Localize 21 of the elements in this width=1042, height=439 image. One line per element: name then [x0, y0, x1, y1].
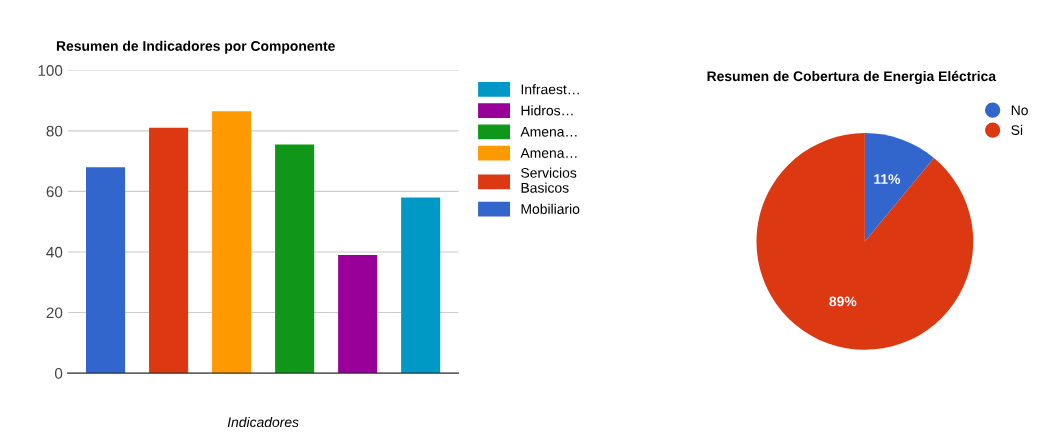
- legend-label: Amena…: [520, 148, 577, 158]
- pie-slice: [756, 133, 974, 350]
- y-tick-label: 100: [38, 65, 63, 76]
- legend-label: Hidros…: [521, 105, 573, 116]
- y-tick-label: 40: [46, 246, 63, 258]
- y-tick-label: 20: [46, 307, 63, 319]
- y-tick-label: 0: [54, 368, 63, 379]
- x-axis-title: Indicadores: [227, 416, 299, 428]
- legend-label: Amena…: [520, 127, 577, 137]
- legend-label: No: [1011, 105, 1028, 116]
- chart-title: Resumen de Indicadores por Componente: [56, 40, 335, 54]
- data-label: 11%: [874, 174, 901, 184]
- y-tick-label: 80: [46, 125, 63, 137]
- chart-title: Resumen de Cobertura de Energia Eléctrica: [707, 70, 997, 84]
- legend-label: Mobiliario: [521, 203, 580, 214]
- y-tick-label: 60: [46, 186, 63, 198]
- legend-label: Servicios Basicos: [521, 167, 577, 193]
- data-label: 89%: [829, 296, 857, 307]
- legend-label: Infraest…: [521, 84, 579, 95]
- pie-slice: [864, 133, 934, 242]
- legend-label: Si: [1011, 124, 1023, 136]
